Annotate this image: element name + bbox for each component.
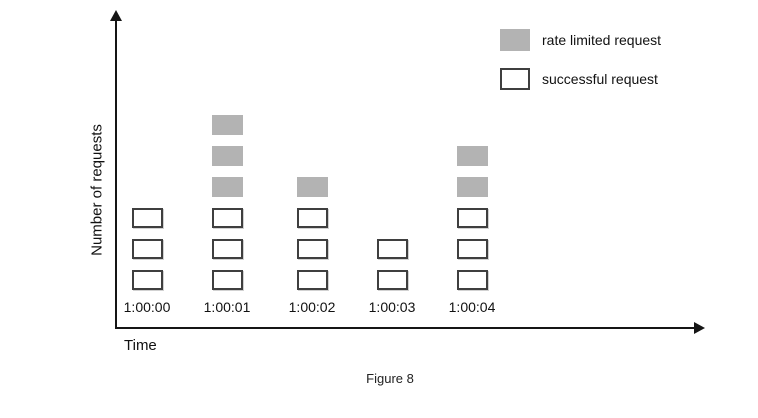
request-box-successful <box>211 270 243 290</box>
legend-item-successful: successful request <box>500 68 661 90</box>
y-axis-arrow-icon <box>110 10 122 21</box>
legend-label-successful: successful request <box>542 71 658 87</box>
request-box-successful <box>376 239 408 259</box>
request-box-rate-limited <box>211 146 243 166</box>
x-axis-label: Time <box>124 337 157 354</box>
request-box-successful <box>131 239 163 259</box>
x-tick-label: 1:00:03 <box>368 299 416 315</box>
x-axis-arrow-icon <box>694 322 705 334</box>
x-tick-label: 1:00:01 <box>203 299 251 315</box>
request-box-successful <box>296 239 328 259</box>
y-axis-line <box>115 18 117 328</box>
request-box-rate-limited <box>211 115 243 135</box>
request-box-successful <box>296 270 328 290</box>
legend: rate limited request successful request <box>500 29 661 90</box>
request-box-successful <box>131 270 163 290</box>
x-tick-label: 1:00:02 <box>288 299 336 315</box>
x-tick-label: 1:00:04 <box>448 299 496 315</box>
legend-label-rate-limited: rate limited request <box>542 32 662 48</box>
request-box-rate-limited <box>456 146 488 166</box>
request-box-successful <box>456 270 488 290</box>
request-box-successful <box>211 239 243 259</box>
rate-limited-swatch-icon <box>500 29 530 51</box>
x-axis-line <box>115 327 698 329</box>
figure-caption: Figure 8 <box>366 371 414 386</box>
y-axis-label: Number of requests <box>88 124 106 256</box>
request-box-successful <box>456 208 488 228</box>
x-tick-label: 1:00:00 <box>123 299 171 315</box>
request-box-successful <box>211 208 243 228</box>
request-box-successful <box>296 208 328 228</box>
request-box-successful <box>131 208 163 228</box>
request-box-rate-limited <box>296 177 328 197</box>
request-box-successful <box>456 239 488 259</box>
legend-item-rate-limited: rate limited request <box>500 29 661 51</box>
request-box-rate-limited <box>456 177 488 197</box>
successful-swatch-icon <box>500 68 530 90</box>
request-box-successful <box>376 270 408 290</box>
request-box-rate-limited <box>211 177 243 197</box>
